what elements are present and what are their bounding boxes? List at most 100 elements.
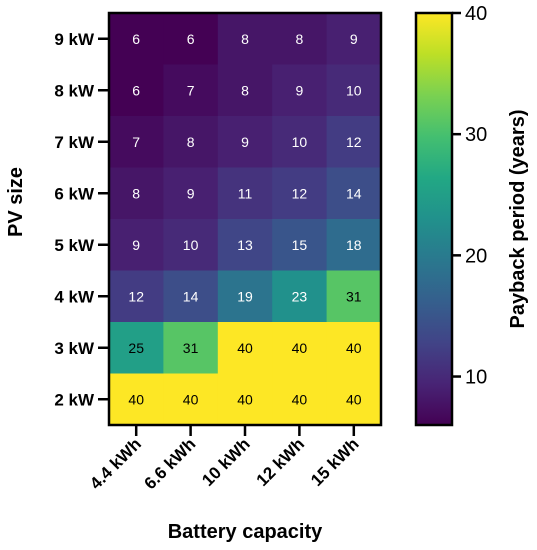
heatmap-cell — [109, 13, 164, 66]
y-tick-label: 4 kW — [54, 287, 95, 306]
cell-value-label: 8 — [132, 185, 140, 201]
y-tick-label: 5 kW — [54, 236, 95, 255]
heatmap-cell — [326, 64, 382, 117]
heatmap-cell — [326, 13, 382, 66]
heatmap-cell — [163, 219, 219, 272]
colorbar-tick-label: 30 — [465, 124, 487, 146]
cell-value-label: 12 — [292, 185, 308, 201]
cell-value-label: 31 — [183, 340, 199, 356]
x-tick-label: 10 kWh — [198, 434, 254, 490]
heatmap-cell — [272, 116, 328, 169]
x-tick-label: 4.4 kWh — [86, 434, 145, 493]
y-axis-ticks: 9 kW 8 kW 7 kW 6 kW 5 kW 4 kW 3 kW 2 kW — [54, 30, 109, 409]
cell-value-label: 7 — [187, 82, 195, 98]
cell-value-label: 40 — [292, 340, 308, 356]
heatmap-cell — [109, 270, 164, 323]
heatmap-cell — [326, 270, 382, 323]
cell-value-label: 18 — [346, 237, 362, 253]
cell-value-label: 8 — [241, 82, 249, 98]
heatmap-cell — [272, 64, 328, 117]
cell-value-label: 40 — [183, 391, 199, 407]
cell-value-label: 9 — [132, 237, 140, 253]
cell-value-label: 9 — [187, 185, 195, 201]
cell-value-label: 10 — [346, 82, 362, 98]
heatmap-cell — [272, 13, 328, 66]
heatmap-cell — [272, 270, 328, 323]
cell-value-label: 6 — [132, 31, 140, 47]
heatmap-cell — [109, 219, 164, 272]
colorbar — [414, 11, 454, 427]
heatmap-cell — [163, 373, 219, 426]
y-tick-label: 7 kW — [54, 133, 95, 152]
cell-value-label: 23 — [292, 288, 308, 304]
cell-value-label: 31 — [346, 288, 362, 304]
heatmap-cell — [326, 219, 382, 272]
y-tick-label: 3 kW — [54, 339, 95, 358]
heatmap-cell — [163, 64, 219, 117]
cell-value-label: 8 — [296, 31, 304, 47]
cell-value-label: 13 — [237, 237, 253, 253]
heatmap-cells — [109, 13, 382, 426]
colorbar-tick-label: 20 — [465, 245, 487, 267]
colorbar-ticks: 10 20 30 40 — [452, 3, 487, 389]
cell-value-label: 12 — [346, 134, 362, 150]
cell-value-label: 7 — [132, 134, 140, 150]
x-tick-label: 15 kWh — [307, 434, 363, 490]
cell-value-label: 40 — [237, 391, 253, 407]
heatmap-cell — [217, 373, 273, 426]
cell-value-label: 12 — [128, 288, 144, 304]
heatmap-cell — [163, 270, 219, 323]
heatmap-cell — [272, 167, 328, 220]
colorbar-title: Payback period (years) — [507, 110, 529, 329]
heatmap-cell — [109, 167, 164, 220]
heatmap-cell — [326, 322, 382, 375]
cell-value-label: 25 — [128, 340, 144, 356]
cell-value-label: 9 — [241, 134, 249, 150]
cell-value-label: 11 — [238, 185, 253, 201]
cell-value-label: 40 — [128, 391, 144, 407]
y-tick-label: 2 kW — [54, 390, 95, 409]
y-axis-title: PV size — [5, 167, 27, 237]
heatmap-cell — [272, 322, 328, 375]
heatmap-cell — [217, 219, 273, 272]
cell-value-label: 40 — [346, 340, 362, 356]
cell-value-label: 19 — [237, 288, 253, 304]
heatmap-cell — [109, 322, 164, 375]
cell-value-label: 10 — [183, 237, 199, 253]
heatmap-cell — [217, 270, 273, 323]
x-axis-title: Battery capacity — [168, 521, 323, 543]
heatmap-cell-labels: 6 6 8 8 9 6 7 8 9 10 7 8 9 10 12 8 9 11 12 14 9 10 13 15 18 12 14 1… — [128, 31, 361, 408]
heatmap-cell — [109, 373, 164, 426]
heatmap-cell — [272, 373, 328, 426]
cell-value-label: 14 — [346, 185, 362, 201]
heatmap-cell — [326, 373, 382, 426]
colorbar-tick-label: 10 — [465, 367, 487, 389]
cell-value-label: 6 — [132, 82, 140, 98]
cell-value-label: 8 — [187, 134, 195, 150]
x-tick-label: 6.6 kWh — [141, 434, 200, 493]
cell-value-label: 6 — [187, 31, 195, 47]
heatmap-cell — [217, 116, 273, 169]
heatmap-cell — [109, 64, 164, 117]
cell-value-label: 8 — [241, 31, 249, 47]
y-tick-label: 6 kW — [54, 184, 95, 203]
heatmap-cell — [163, 322, 219, 375]
heatmap-cell — [217, 167, 273, 220]
heatmap-cell — [109, 116, 164, 169]
cell-value-label: 10 — [292, 134, 308, 150]
heatmap-cell — [217, 64, 273, 117]
cell-value-label: 9 — [350, 31, 358, 47]
cell-value-label: 15 — [292, 237, 308, 253]
heatmap-cell — [326, 167, 382, 220]
colorbar-tick-label: 40 — [465, 3, 487, 25]
cell-value-label: 40 — [292, 391, 308, 407]
y-tick-label: 8 kW — [54, 81, 95, 100]
heatmap-cell — [217, 13, 273, 66]
heatmap-cell — [163, 116, 219, 169]
x-tick-label: 12 kWh — [253, 434, 309, 490]
y-tick-label: 9 kW — [54, 30, 95, 49]
cell-value-label: 9 — [296, 82, 304, 98]
heatmap-cell — [272, 219, 328, 272]
